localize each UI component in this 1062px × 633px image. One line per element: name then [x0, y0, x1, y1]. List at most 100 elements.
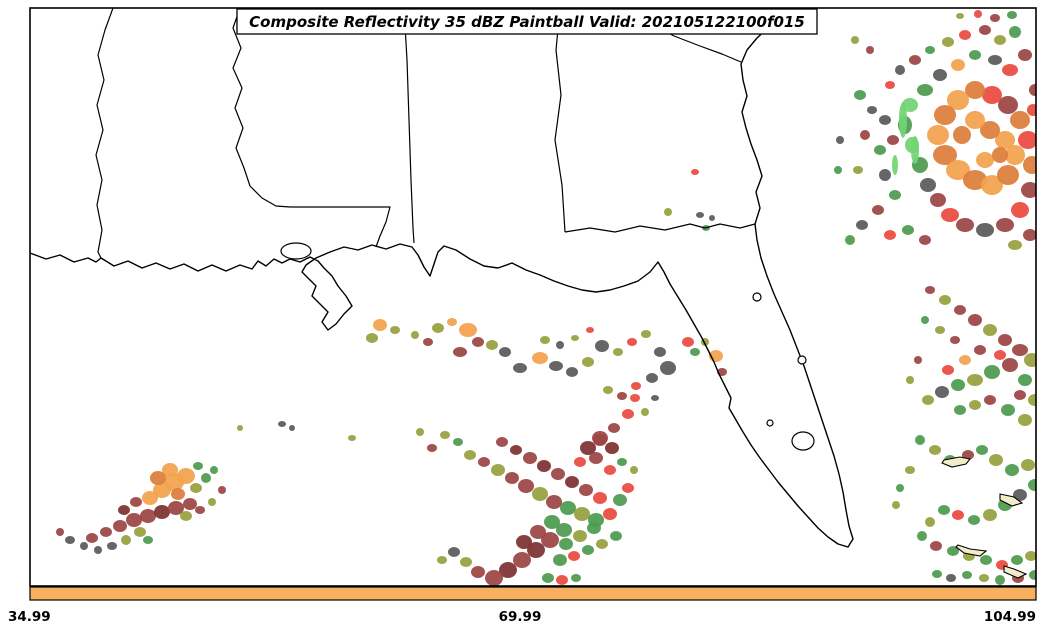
paintball-blob: [884, 230, 896, 240]
paintball-blob: [974, 345, 986, 355]
paintball-blob: [951, 59, 965, 71]
paintball-blob: [617, 458, 627, 466]
colorbar-tick-center: 69.99: [499, 609, 542, 625]
paintball-blob: [579, 484, 593, 496]
paintball-blob: [874, 145, 886, 155]
paintball-blob: [571, 574, 581, 582]
paintball-blob: [929, 445, 941, 455]
paintball-blob: [981, 175, 1003, 195]
paintball-blob: [925, 517, 935, 527]
island-outline-3: [955, 544, 988, 557]
state-border-mississippi-alabama: [403, 8, 415, 244]
paintball-blob: [440, 431, 450, 439]
paintball-blob: [1009, 26, 1021, 38]
paintball-blob: [1023, 156, 1036, 174]
paintball-blob: [889, 190, 901, 200]
paintball-blob: [965, 81, 985, 99]
state-border-texas-louisiana: [95, 8, 114, 259]
paintball-blob: [65, 536, 75, 544]
paintball-blob: [872, 205, 884, 215]
paintball-blob: [1008, 240, 1022, 250]
paintball-blob: [582, 357, 594, 367]
paintball-blob: [836, 136, 844, 144]
paintball-blob: [968, 515, 980, 525]
paintball-blob: [1002, 64, 1018, 76]
paintball-blob: [556, 575, 568, 585]
paintball-blob: [448, 547, 460, 557]
paintball-blob: [967, 374, 983, 386]
colorbar-tick-left: 34.99: [8, 609, 51, 625]
paintball-blob: [1010, 111, 1030, 129]
paintball-blob: [938, 505, 950, 515]
paintball-blob: [953, 126, 971, 144]
paintball-blob: [995, 575, 1005, 585]
state-border-mississippi-river: [232, 8, 291, 208]
paintball-blob: [709, 215, 715, 221]
paintball-blob: [905, 466, 915, 474]
paintball-blob: [994, 35, 1006, 45]
paintball-blob: [925, 286, 935, 294]
paintball-blob: [914, 356, 922, 364]
paintball-blob: [920, 178, 936, 192]
paintball-blob: [866, 46, 874, 54]
paintball-blob: [411, 331, 419, 339]
paintball-blob: [505, 472, 519, 484]
paintball-blob: [950, 336, 960, 344]
paintball-blob: [496, 437, 508, 447]
paintball-blob: [348, 435, 356, 441]
paintball-blob: [390, 326, 400, 334]
paintball-blob: [544, 515, 560, 529]
paintball-blob: [979, 574, 989, 582]
paintball-blob: [845, 235, 855, 245]
paintball-blob: [946, 574, 956, 582]
paintball-blob: [974, 10, 982, 18]
paintball-blob: [879, 169, 891, 181]
paintball-blob: [118, 505, 130, 515]
paintball-blob: [565, 476, 579, 488]
paintball-blob: [580, 441, 596, 455]
paintball-blob: [935, 326, 945, 334]
paintball-blob: [113, 520, 127, 532]
paintball-blob: [627, 338, 637, 346]
paintball-blob: [976, 223, 994, 237]
paintball-blob: [530, 525, 546, 539]
paintball-blob: [423, 338, 433, 346]
paintball-blob: [1029, 84, 1036, 96]
paintball-blob: [532, 487, 548, 501]
paintball-blob: [566, 367, 578, 377]
paintball-blob: [516, 535, 532, 549]
paintball-blob: [603, 386, 613, 394]
paintball-blob: [1023, 229, 1036, 241]
paintball-blob: [416, 428, 424, 436]
paintball-blob: [969, 50, 981, 60]
paintball-blob: [887, 135, 899, 145]
paintball-blob: [984, 395, 996, 405]
paintball-blob: [605, 442, 619, 454]
paintball-blob: [140, 509, 156, 523]
paintball-blob: [867, 106, 877, 114]
paintball-blob: [1021, 182, 1036, 198]
state-border-florida-georgia: [564, 223, 756, 233]
paintball-blob: [631, 382, 641, 390]
paintball-blob: [582, 545, 594, 555]
paintball-blob: [942, 37, 954, 47]
paintball-blob: [979, 25, 991, 35]
paintball-blob: [917, 531, 927, 541]
paintball-blob: [954, 405, 966, 415]
paintball-blob: [879, 115, 891, 125]
paintball-blob: [195, 506, 205, 514]
paintball-blob: [289, 425, 295, 431]
paintball-blob: [527, 542, 545, 558]
paintball-blob: [851, 36, 859, 44]
paintball-blob: [1014, 390, 1026, 400]
paintball-blob: [1028, 394, 1036, 406]
paintball-blob: [911, 136, 919, 164]
paintball-blob: [510, 445, 522, 455]
paintball-blob: [921, 316, 929, 324]
map-frame: [29, 7, 1037, 587]
paintball-blob: [641, 408, 649, 416]
paintball-blob: [546, 495, 562, 509]
paintball-blob: [589, 452, 603, 464]
paintball-blob: [630, 466, 638, 474]
